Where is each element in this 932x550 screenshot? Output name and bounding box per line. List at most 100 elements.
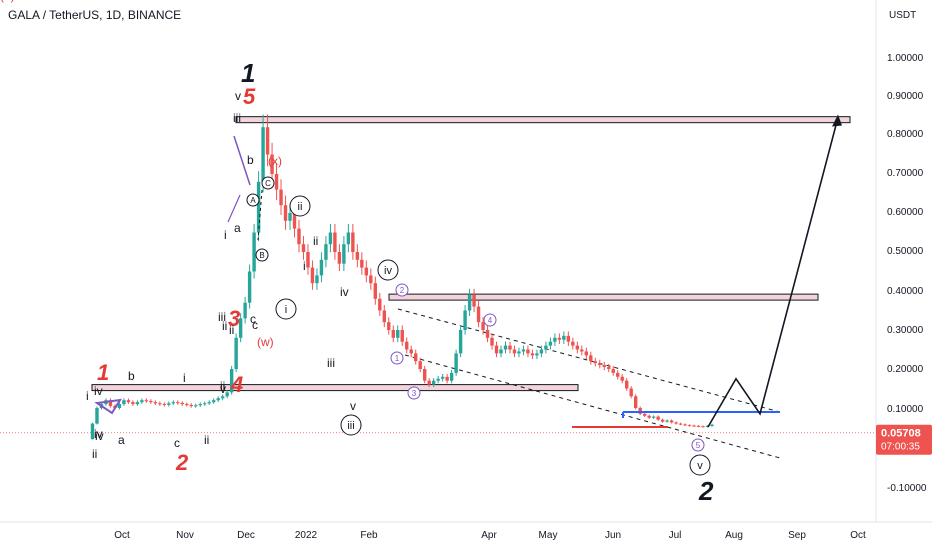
candle-body — [176, 402, 180, 404]
candle-body — [445, 376, 449, 381]
candle-body — [696, 425, 701, 427]
wave-label-purple: 1 — [395, 354, 400, 363]
wave-label-red: 2 — [175, 450, 189, 475]
candle-body — [162, 404, 167, 406]
candle-body — [539, 349, 544, 354]
wave-label-purple: 3 — [412, 389, 417, 398]
wave-circle — [340, 414, 362, 436]
wave-label-circled: ii — [298, 201, 303, 213]
candle-body — [687, 425, 692, 427]
candle-body — [256, 181, 261, 233]
wave-label: iv — [94, 384, 103, 398]
purple-line — [233, 135, 251, 186]
candle-body — [342, 244, 346, 264]
wave-label: ii — [92, 447, 97, 461]
wave-label-purple: 5 — [696, 441, 701, 450]
candle-body — [292, 213, 297, 229]
wave-label: ii — [313, 234, 318, 248]
x-tick-label: 2022 — [295, 530, 318, 541]
candle-body — [607, 367, 611, 369]
x-tick-label: Oct — [114, 530, 130, 541]
candle-body — [283, 205, 288, 221]
candle-body — [274, 174, 279, 190]
purple-circle — [395, 283, 409, 297]
candle-body — [391, 330, 395, 338]
time-axis[interactable]: Oct Nov Dec 2022 Feb Apr May Jun Jul Aug Sep Oct — [114, 530, 866, 541]
y-tick-label: 0.90000 — [887, 91, 924, 102]
candle-body — [454, 353, 458, 373]
wave-circle — [289, 195, 311, 217]
candle-body — [526, 349, 530, 354]
candle-body — [185, 404, 189, 406]
candle-body — [629, 388, 633, 397]
wave-label-red-small: (2) — [0, 0, 15, 3]
candle-body — [95, 408, 99, 424]
candle-body — [530, 353, 535, 356]
wave-circle-small — [246, 193, 260, 207]
wave-circle — [275, 298, 297, 320]
candle-body — [620, 376, 624, 381]
wave-label: ii — [229, 323, 234, 337]
candle-body — [369, 275, 373, 284]
wave-label-purple: 4 — [488, 316, 493, 325]
y-tick-label: 0.60000 — [887, 207, 924, 218]
wave-label-red: 3 — [228, 306, 240, 331]
candle-body — [422, 369, 427, 381]
wave-label: iv — [95, 429, 104, 443]
candle-body — [126, 400, 131, 403]
candle-body — [701, 426, 705, 428]
candle-body — [633, 396, 638, 408]
candle-body — [656, 416, 660, 420]
candle-body — [135, 402, 140, 405]
candle-body — [508, 345, 512, 350]
y-tick-label: 0.20000 — [887, 364, 924, 375]
candle-body — [544, 345, 548, 350]
resistance-zones — [91, 116, 851, 392]
candle-body — [400, 330, 404, 342]
candle-body — [288, 213, 292, 221]
candle-body — [382, 310, 386, 323]
candle-body — [503, 345, 508, 350]
candle-body — [131, 402, 135, 405]
candle-body — [229, 369, 234, 393]
candle-body — [418, 361, 422, 369]
wave-label: a — [234, 221, 241, 235]
y-tick-label: 0.70000 — [887, 168, 924, 179]
candle-body — [476, 306, 481, 323]
wave-label-circled: iv — [384, 265, 392, 277]
price-axis[interactable]: USDT 1.00000 0.90000 0.80000 0.70000 0.60000 0… — [876, 10, 932, 494]
price-tag — [876, 424, 932, 455]
x-tick-label: Jun — [605, 530, 621, 541]
wave-label-purple: 2 — [400, 286, 405, 295]
resistance-zone — [235, 116, 851, 124]
candle-body — [494, 345, 499, 354]
y-tick-label: 0.50000 — [887, 246, 924, 257]
purple-line — [227, 194, 241, 223]
wave-label-red-small: (w) — [257, 335, 274, 349]
candle-body — [593, 361, 597, 364]
candle-body — [669, 420, 674, 423]
candle-body — [490, 337, 494, 346]
candle-body — [598, 363, 602, 366]
candle-body — [589, 355, 593, 362]
candle-body — [355, 252, 360, 260]
candle-body — [238, 318, 243, 338]
candle-body — [467, 294, 472, 311]
wave-label-circled: iii — [347, 420, 354, 432]
wave-label: c — [252, 318, 258, 332]
candle-body — [140, 400, 144, 403]
y-tick-label: 0.40000 — [887, 286, 924, 297]
y-tick-label: 0.30000 — [887, 325, 924, 336]
wave-label: ii — [220, 379, 225, 393]
x-tick-label: Aug — [725, 530, 743, 541]
candle-body — [616, 372, 620, 377]
candle-body — [602, 365, 606, 368]
y-tick-label: 0.80000 — [887, 129, 924, 140]
candle-body — [360, 259, 364, 268]
wave-label: ii — [222, 319, 227, 333]
wave-label-circled: v — [697, 460, 703, 472]
candle-body — [683, 424, 687, 426]
countdown-text: 07:00:35 — [881, 442, 920, 453]
candle-body — [117, 404, 122, 408]
